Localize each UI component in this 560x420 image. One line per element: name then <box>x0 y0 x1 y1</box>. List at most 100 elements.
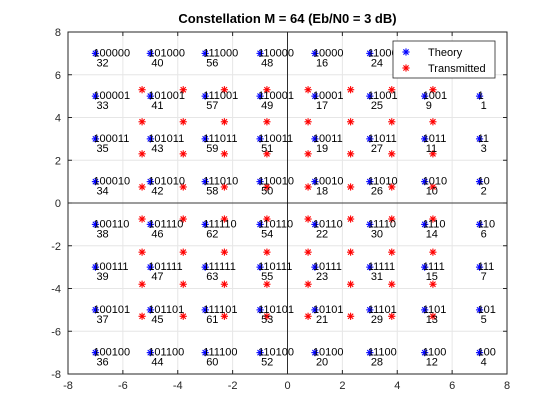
point-index-label: 56 <box>206 57 218 69</box>
theory-point <box>201 349 209 357</box>
theory-point <box>91 135 100 143</box>
transmitted-point <box>263 248 271 256</box>
point-code-label: 11111 <box>368 261 395 273</box>
theory-point <box>311 92 319 100</box>
point-index-label: 17 <box>316 100 328 112</box>
point-code-label: 11 <box>478 133 489 145</box>
theory-point <box>146 349 154 357</box>
point-index-label: 37 <box>96 314 108 326</box>
point-code-label: 11100 <box>368 347 397 359</box>
theory-point <box>421 220 429 228</box>
transmitted-point <box>304 215 312 223</box>
theory-point <box>475 178 484 186</box>
transmitted-point <box>347 118 355 126</box>
theory-point <box>91 220 100 228</box>
theory-point <box>146 306 154 314</box>
point-index-label: 44 <box>151 357 163 369</box>
point-index-label: 24 <box>371 57 383 69</box>
point-code-label: 100001 <box>93 90 130 102</box>
point-index-label: 9 <box>426 100 432 112</box>
point-index-label: 15 <box>426 271 438 283</box>
transmitted-point <box>347 280 355 288</box>
transmitted-point <box>304 280 312 288</box>
theory-point <box>146 49 154 57</box>
theory-point <box>311 49 319 57</box>
transmitted-point <box>263 183 271 191</box>
transmitted-point <box>388 312 396 320</box>
transmitted-point <box>220 280 228 288</box>
point-index-label: 47 <box>151 271 163 283</box>
transmitted-point <box>179 280 187 288</box>
point-code-label: 101101 <box>148 304 184 316</box>
transmitted-point <box>263 312 271 320</box>
theory-point <box>146 220 154 228</box>
point-code-label: 10010 <box>313 176 344 188</box>
point-index-label: 51 <box>261 143 273 155</box>
theory-point <box>256 306 264 314</box>
point-code-label: 111 <box>478 261 495 273</box>
transmitted-point <box>429 183 437 191</box>
transmitted-point <box>138 215 146 223</box>
x-tick-label: 2 <box>339 380 345 392</box>
point-code-label: 101100 <box>148 347 184 359</box>
point-index-label: 16 <box>316 57 328 69</box>
theory-point <box>146 178 154 186</box>
point-code-label: 101001 <box>148 90 185 102</box>
transmitted-point <box>263 280 271 288</box>
transmitted-point <box>304 183 312 191</box>
point-code-label: 10100 <box>313 347 344 359</box>
theory-point <box>91 306 100 314</box>
transmitted-point <box>347 312 355 320</box>
point-code-label: 110010 <box>258 176 294 188</box>
point-code-label: 11010 <box>368 176 398 188</box>
y-tick-label: -4 <box>51 284 61 296</box>
theory-point <box>201 220 209 228</box>
point-code-label: 110111 <box>258 261 292 273</box>
point-code-label: 111011 <box>203 133 237 145</box>
theory-point <box>475 306 484 314</box>
point-code-label: 11101 <box>368 304 397 316</box>
transmitted-point <box>138 248 146 256</box>
point-code-label: 100110 <box>93 218 129 230</box>
y-tick-label: 8 <box>55 27 61 39</box>
point-code-label: 110100 <box>258 347 294 359</box>
transmitted-point <box>388 118 396 126</box>
transmitted-point <box>179 183 187 191</box>
x-tick-label: 4 <box>394 380 400 392</box>
transmitted-point <box>220 312 228 320</box>
point-code-label: 101010 <box>148 176 185 188</box>
transmitted-point <box>220 150 228 158</box>
transmitted-point <box>220 248 228 256</box>
x-tick-label: -6 <box>118 380 128 392</box>
theory-series <box>91 49 484 357</box>
theory-point <box>366 135 374 143</box>
point-index-label: 63 <box>206 271 218 283</box>
theory-point <box>146 263 154 271</box>
x-tick-label: -2 <box>228 380 238 392</box>
theory-point <box>366 178 374 186</box>
transmitted-point <box>429 248 437 256</box>
point-code-label: 10101 <box>313 304 344 316</box>
theory-point <box>421 178 429 186</box>
point-code-label: 10 <box>478 176 490 188</box>
point-index-label: 12 <box>426 357 438 369</box>
transmitted-point <box>263 150 271 158</box>
point-code-label: 110 <box>478 218 496 230</box>
point-index-label: 34 <box>96 186 108 198</box>
transmitted-point <box>388 150 396 158</box>
theory-point <box>256 49 264 57</box>
legend-box <box>392 40 496 79</box>
theory-point <box>256 135 264 143</box>
theory-point <box>201 178 209 186</box>
point-index-label: 39 <box>96 271 108 283</box>
transmitted-point <box>263 86 271 94</box>
point-index-label: 48 <box>261 57 273 69</box>
transmitted-point <box>347 215 355 223</box>
point-code-label: 110011 <box>258 133 293 145</box>
point-index-label: 36 <box>96 357 108 369</box>
point-index-label: 41 <box>151 100 163 112</box>
theory-point <box>91 49 100 57</box>
transmitted-point <box>138 118 146 126</box>
point-index-label: 42 <box>151 186 163 198</box>
